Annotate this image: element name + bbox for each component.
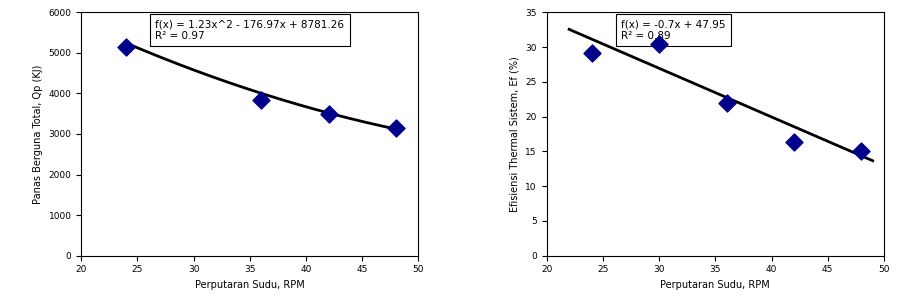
Point: [389, 125, 403, 130]
Point: [253, 97, 268, 102]
Point: [584, 50, 599, 55]
Point: [854, 149, 869, 154]
Y-axis label: Panas Berguna Total, Qp (KJ): Panas Berguna Total, Qp (KJ): [32, 64, 43, 204]
Point: [321, 111, 336, 116]
Text: f(x) = -0.7x + 47.95
R² = 0.89: f(x) = -0.7x + 47.95 R² = 0.89: [621, 20, 725, 41]
X-axis label: Perputaran Sudu, RPM: Perputaran Sudu, RPM: [660, 280, 770, 290]
Text: f(x) = 1.23x^2 - 176.97x + 8781.26
R² = 0.97: f(x) = 1.23x^2 - 176.97x + 8781.26 R² = …: [155, 20, 345, 41]
X-axis label: Perputaran Sudu, RPM: Perputaran Sudu, RPM: [195, 280, 305, 290]
Point: [719, 100, 733, 105]
Point: [119, 44, 133, 49]
Point: [787, 140, 801, 145]
Y-axis label: Efisiensi Thermal Sistem, Ef (%): Efisiensi Thermal Sistem, Ef (%): [510, 56, 520, 212]
Point: [652, 41, 667, 46]
